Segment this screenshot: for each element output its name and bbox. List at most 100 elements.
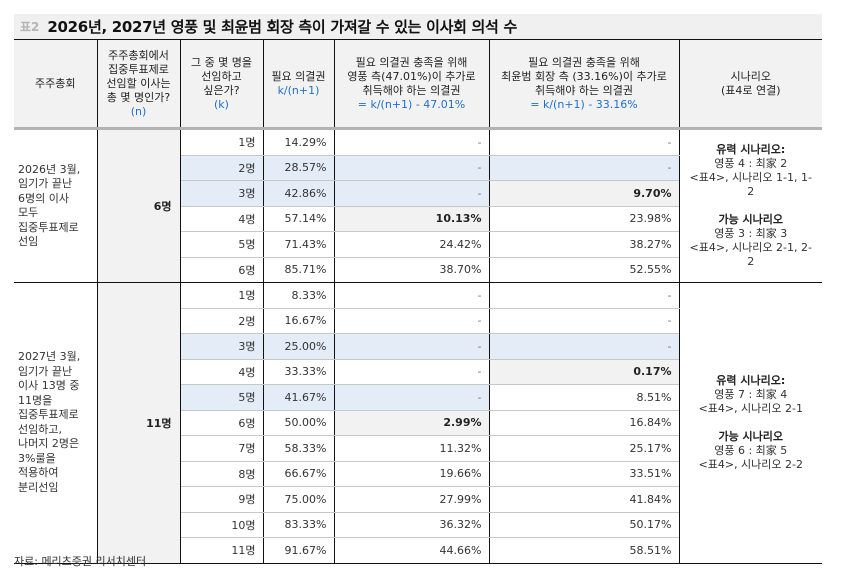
header-scenario: 시나리오 (표4로 연결) (678, 40, 822, 130)
choi-additional-pct: - (488, 128, 680, 156)
youngpoong-additional-pct: 36.32% (333, 512, 490, 538)
likely-scenario-ref: <표4>, 시나리오 1-1, 1-2 (689, 171, 812, 198)
possible-scenario-title: 가능 시나리오 (718, 213, 784, 226)
seats-k: 9명 (179, 486, 264, 513)
meeting-description: 2027년 3월, 임기가 끝난 이사 13명 중 11명을 집중투표제로 선임하고, 나머… (14, 282, 98, 564)
likely-scenario-seats: 영풍 7 : 최家 4 (714, 387, 788, 401)
board-seats-table: 주주총회 주주총회에서 집중투표제로 선임할 이사는 총 몇 명인가? (n) 그 중… (14, 40, 822, 564)
header-row: 주주총회 주주총회에서 집중투표제로 선임할 이사는 총 몇 명인가? (n) 그 중… (14, 40, 822, 130)
youngpoong-additional-pct: - (333, 155, 490, 181)
youngpoong-additional-pct: 24.42% (333, 231, 490, 258)
required-vote-pct: 58.33% (262, 435, 335, 462)
source-note: 자료: 메리츠증권 리서치센터 (14, 555, 147, 568)
table-row: 4명 57.14% 10.13% 23.98% (14, 206, 822, 232)
total-seats-n: 6명 (96, 128, 181, 283)
table-row: 2026년 3월, 임기가 끝난 6명의 이사 모두 집중투표제로 선임 6명 1명 14.29… (14, 128, 822, 283)
seats-k: 3명 (179, 180, 264, 207)
youngpoong-additional-pct: - (333, 180, 490, 207)
required-vote-pct: 33.33% (262, 359, 335, 385)
possible-scenario-ref: <표4>, 시나리오 2-2 (698, 457, 804, 471)
choi-additional-pct: 58.51% (488, 537, 680, 564)
choi-additional-pct: 9.70% (488, 180, 680, 207)
choi-additional-pct: 33.51% (488, 461, 680, 487)
title-bar: 표2 2026년, 2027년 영풍 및 최윤범 회장 측이 가져갈 수 있는 … (14, 14, 822, 40)
youngpoong-additional-pct: 11.32% (333, 435, 490, 462)
table-row: 7명 58.33% 11.32% 25.17% (14, 435, 822, 462)
table-row: 2명 16.67% - - (14, 308, 822, 334)
choi-additional-pct: - (488, 308, 680, 334)
required-vote-pct: 28.57% (262, 155, 335, 181)
seats-k: 8명 (179, 461, 264, 487)
required-vote-pct: 83.33% (262, 512, 335, 538)
header-n: 주주총회에서 집중투표제로 선임할 이사는 총 몇 명인가? (n) (96, 40, 181, 130)
choi-additional-pct: - (488, 333, 680, 360)
youngpoong-additional-pct: 2.99% (333, 410, 490, 436)
table-row: 5명 41.67% -8.51% (14, 384, 822, 411)
total-seats-n: 11명 (96, 282, 181, 564)
choi-additional-pct: 38.27% (488, 231, 680, 258)
table-row: 3명 25.00% - - (14, 333, 822, 360)
table-row: 8명 66.67% 19.66% 33.51% (14, 461, 822, 487)
required-vote-pct: 42.86% (262, 180, 335, 207)
scenario-cell: 유력 시나리오: 영풍 7 : 최家 4 <표4>, 시나리오 2-1 가능 시나리오… (678, 282, 822, 564)
table-row: 2027년 3월, 임기가 끝난 이사 13명 중 11명을 집중투표제로 선임하고, 나머… (14, 282, 822, 564)
table-row: 5명 71.43% 24.42% 38.27% (14, 231, 822, 258)
youngpoong-additional-pct: 19.66% (333, 461, 490, 487)
table-body: 2026년 3월, 임기가 끝난 6명의 이사 모두 집중투표제로 선임 6명 1명 14.29… (14, 128, 822, 564)
seats-k: 4명 (179, 206, 264, 232)
seats-k: 4명 (179, 359, 264, 385)
choi-additional-pct: - (488, 155, 680, 181)
seats-k: 3명 (179, 333, 264, 360)
required-vote-pct: 16.67% (262, 308, 335, 334)
seats-k: 6명 (179, 257, 264, 283)
youngpoong-additional-pct: - (333, 282, 490, 309)
required-vote-pct: 57.14% (262, 206, 335, 232)
seats-k: 11명 (179, 537, 264, 564)
choi-additional-pct: 52.55% (488, 257, 680, 283)
likely-scenario-title: 유력 시나리오: (716, 143, 786, 156)
required-vote-pct: 91.67% (262, 537, 335, 564)
choi-additional-pct: 50.17% (488, 512, 680, 538)
likely-scenario-seats: 영풍 4 : 최家 2 (714, 157, 788, 170)
youngpoong-additional-pct: 10.13% (333, 206, 490, 232)
required-vote-pct: 75.00% (262, 486, 335, 513)
seats-k: 5명 (179, 384, 264, 411)
header-choi-additional: 필요 의결권 충족을 위해 최윤범 회장 측 (33.16%)이 추가로 취득해야 … (488, 40, 680, 130)
required-vote-pct: 14.29% (262, 128, 335, 156)
required-vote-pct: 50.00% (262, 410, 335, 436)
header-required-votes: 필요 의결권 k/(n+1) (262, 40, 335, 130)
meeting-description: 2026년 3월, 임기가 끝난 6명의 이사 모두 집중투표제로 선임 (14, 128, 98, 283)
required-vote-pct: 41.67% (262, 384, 335, 411)
choi-additional-pct: 41.84% (488, 486, 680, 513)
seats-k: 2명 (179, 155, 264, 181)
seats-k: 5명 (179, 231, 264, 258)
youngpoong-additional-pct: 38.70% (333, 257, 490, 283)
choi-additional-pct: 8.51% (488, 384, 680, 411)
choi-additional-pct: 16.84% (488, 410, 680, 436)
choi-additional-pct: 23.98% (488, 206, 680, 232)
table-row: 4명 33.33% -0.17% (14, 359, 822, 385)
required-vote-pct: 71.43% (262, 231, 335, 258)
choi-additional-pct: 25.17% (488, 435, 680, 462)
header-meeting: 주주총회 (14, 40, 98, 130)
youngpoong-additional-pct: - (333, 384, 490, 411)
table-row: 9명 75.00% 27.99% 41.84% (14, 486, 822, 513)
seats-k: 1명 (179, 128, 264, 156)
header-youngpoong-additional: 필요 의결권 충족을 위해 영풍 측(47.01%)이 추가로 취득해야 하는 의결… (333, 40, 490, 130)
table-row: 6명 85.71% 38.70% 52.55% (14, 257, 822, 283)
table-row: 2명 28.57% - - (14, 155, 822, 181)
possible-scenario-title: 가능 시나리오 (718, 429, 784, 443)
table-number-tag: 표2 (20, 20, 40, 34)
required-vote-pct: 85.71% (262, 257, 335, 283)
table-row: 6명 50.00% 2.99% 16.84% (14, 410, 822, 436)
youngpoong-additional-pct: 27.99% (333, 486, 490, 513)
youngpoong-additional-pct: 44.66% (333, 537, 490, 564)
likely-scenario-title: 유력 시나리오: (716, 373, 786, 387)
seats-k: 2명 (179, 308, 264, 334)
table-row: 11명 91.67% 44.66% 58.51% (14, 537, 822, 564)
choi-additional-pct: - (488, 282, 680, 309)
table-title: 2026년, 2027년 영풍 및 최윤범 회장 측이 가져갈 수 있는 이사회… (47, 18, 517, 36)
seats-k: 1명 (179, 282, 264, 309)
possible-scenario-seats: 영풍 6 : 최家 5 (714, 443, 788, 457)
table-row: 3명 42.86% -9.70% (14, 180, 822, 207)
